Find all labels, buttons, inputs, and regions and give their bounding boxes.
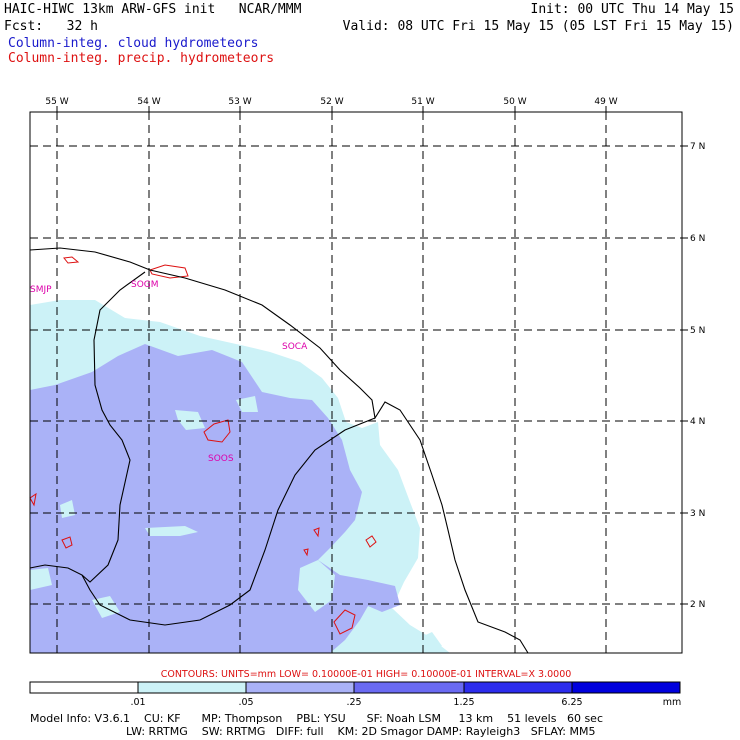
cloud-hole-d [236, 396, 258, 412]
precip-contour-west [63, 256, 80, 264]
precip-contour-c1 [313, 527, 320, 538]
field-label-precip: Column-integ. precip. hydrometeors [8, 51, 275, 66]
lat-label-7n: 7 N [690, 142, 705, 152]
cloud-patch-h [30, 568, 52, 590]
colorbar-label-01: .01 [130, 697, 145, 708]
lon-label-55w: 55 W [45, 97, 68, 107]
lon-label-52w: 52 W [320, 97, 343, 107]
colorbar-label-05: .05 [238, 697, 253, 708]
cloud-hole-e [298, 560, 335, 612]
colorbar-unit: mm [663, 697, 682, 708]
lon-label-53w: 53 W [228, 97, 251, 107]
field-label-cloud: Column-integ. cloud hydrometeors [8, 36, 259, 51]
precip-contour-soos [203, 419, 231, 443]
cloud-hole-c [175, 410, 205, 430]
precip-contour-c3 [365, 535, 377, 548]
cloud-field-medium [30, 344, 400, 653]
valid-time: Valid: 08 UTC Fri 15 May 15 (05 LST Fri … [342, 19, 734, 34]
cloud-hole-g [415, 632, 442, 653]
model-title: HAIC-HIWC 13km ARW-GFS init NCAR/MMM [4, 2, 302, 17]
lon-label-49w: 49 W [594, 97, 617, 107]
cloud-hole-a [145, 526, 198, 536]
station-soos: SOOS [208, 454, 234, 464]
precip-contour-c2 [303, 548, 309, 557]
lon-label-51w: 51 W [411, 97, 434, 107]
cloud-hole-f [92, 596, 120, 618]
lat-label-4n: 4 N [690, 417, 705, 427]
lat-label-3n: 3 N [690, 509, 705, 519]
map-frame [29, 111, 683, 654]
footer-model-info: Model Info: V3.6.1 CU: KF MP: Thompson P… [30, 712, 603, 725]
lat-label-5n: 5 N [690, 326, 705, 336]
lon-label-50w: 50 W [503, 97, 526, 107]
colorbar-label-625: 6.25 [561, 697, 582, 708]
station-smjp: SMJP [30, 285, 52, 295]
colorbar-label-25: .25 [346, 697, 361, 708]
contour-note: CONTOURS: UNITS=mm LOW= 0.10000E-01 HIGH… [161, 669, 572, 680]
colorbar-label-125: 1.25 [453, 697, 474, 708]
precip-contour-edge [29, 492, 37, 507]
station-soca: SOCA [282, 342, 308, 352]
border-river-west [81, 271, 146, 583]
lat-label-2n: 2 N [690, 600, 705, 610]
coastline [29, 247, 529, 654]
precip-contour-sogm [149, 264, 189, 279]
border-suriname-west [29, 417, 376, 626]
precip-contour-south [333, 609, 356, 635]
lat-label-6n: 6 N [690, 234, 705, 244]
forecast-hour: Fcst: 32 h [4, 19, 98, 34]
lon-label-54w: 54 W [137, 97, 160, 107]
station-sogm: SOGM [131, 280, 159, 290]
colorbar [29, 681, 681, 694]
init-time: Init: 00 UTC Thu 14 May 15 [530, 2, 735, 17]
precip-contour-sw [61, 536, 73, 549]
footer-physics-info: LW: RRTMG SW: RRTMG DIFF: full KM: 2D Sm… [126, 725, 596, 738]
